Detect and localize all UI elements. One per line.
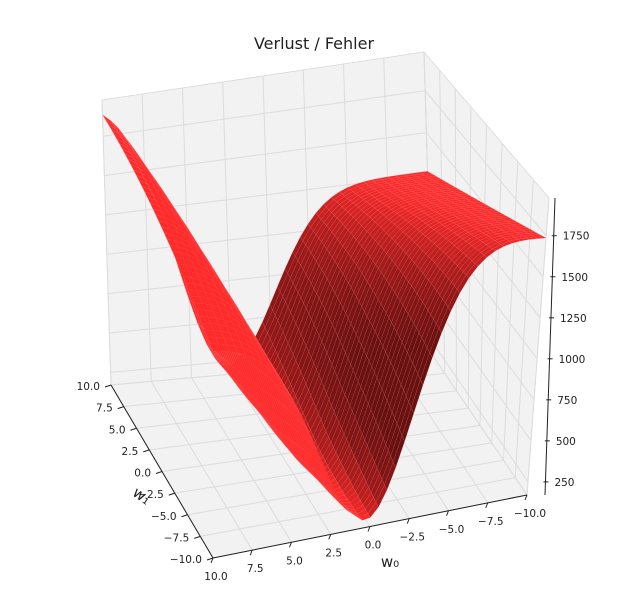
z-tick-label: 1750 xyxy=(563,231,590,243)
side-grid-y xyxy=(479,124,487,426)
surface-facet xyxy=(430,177,442,181)
y-tick-label: 7.5 xyxy=(96,403,113,415)
x-tick-label: 2.5 xyxy=(325,547,342,559)
x-tick-mark xyxy=(406,518,410,524)
surface-facet xyxy=(470,200,483,204)
surface-facet xyxy=(491,212,504,215)
grid-z xyxy=(103,90,547,237)
x-tick-mark xyxy=(367,526,371,532)
loss-surface xyxy=(102,114,547,521)
surface-facet xyxy=(455,192,468,196)
x-axis-title: w₀ xyxy=(381,553,399,571)
surface-facet xyxy=(438,182,451,186)
x-tick-label: −2.5 xyxy=(400,532,426,544)
x-tick-mark xyxy=(210,557,214,564)
x-tick-label: −5.0 xyxy=(439,524,465,536)
y-tick-mark xyxy=(194,535,201,539)
y-tick-mark xyxy=(117,406,124,410)
y-tick-label: 2.5 xyxy=(122,446,139,458)
surface-facet xyxy=(419,171,431,175)
y-tick-mark xyxy=(130,427,137,431)
y-tick-label: 0.0 xyxy=(134,468,151,480)
surface-facet xyxy=(506,220,519,224)
surface-facet xyxy=(427,175,440,179)
back-grid-x xyxy=(141,93,152,382)
x-tick-mark xyxy=(524,494,528,501)
side-grid-y xyxy=(503,161,519,461)
y-axis-title: w₁ xyxy=(129,483,154,508)
z-tick-label: 250 xyxy=(554,477,574,489)
y-tick-label: 5.0 xyxy=(109,424,126,436)
x-tick-mark xyxy=(485,502,489,509)
y-tick-label: −7.5 xyxy=(164,532,190,544)
surface-facet xyxy=(503,218,516,222)
x-tick-mark xyxy=(446,510,449,516)
x-tick-mark xyxy=(289,542,292,548)
x-tick-label: −10.0 xyxy=(514,508,546,520)
x-tick-label: −7.5 xyxy=(478,516,504,528)
side-grid-y xyxy=(491,143,503,443)
x-tick-mark xyxy=(328,534,332,540)
y-tick-mark xyxy=(155,471,163,474)
z-tick-label: 1000 xyxy=(559,354,586,366)
x-tick-label: 7.5 xyxy=(247,563,264,575)
surface-facet xyxy=(518,227,531,231)
y-tick-label: −5.0 xyxy=(151,511,177,523)
y-tick-mark xyxy=(206,557,214,561)
y-tick-mark xyxy=(181,514,188,518)
surface-facet xyxy=(421,172,434,176)
y-tick-mark xyxy=(104,384,112,388)
x-tick-label: 0.0 xyxy=(365,540,382,552)
z-tick-label: 500 xyxy=(556,436,576,448)
x-tick-label: 5.0 xyxy=(286,555,303,567)
back-grid-x xyxy=(101,99,112,386)
x-tick-label: 10.0 xyxy=(204,571,227,583)
y-tick-label: −10.0 xyxy=(170,554,202,566)
surface-facet xyxy=(534,236,547,239)
tick-labels: 10.07.55.02.50.0−2.5−5.0−7.5−10.010.07.5… xyxy=(77,231,590,583)
surface-facet xyxy=(441,184,454,187)
z-axis-line xyxy=(544,197,556,496)
y-tick-label: 10.0 xyxy=(77,381,100,393)
surface-facet xyxy=(512,224,525,227)
surface-facet xyxy=(467,198,480,202)
x-tick-mark xyxy=(249,549,253,556)
y-tick-mark xyxy=(143,449,150,453)
chart-title: Verlust / Fehler xyxy=(254,34,374,53)
z-tick-label: 1500 xyxy=(561,272,588,284)
z-tick-label: 1250 xyxy=(560,313,587,325)
z-tick-label: 750 xyxy=(557,395,577,407)
y-tick-label: −2.5 xyxy=(138,489,164,501)
y-tick-mark xyxy=(168,492,175,496)
side-grid-y xyxy=(526,197,550,496)
